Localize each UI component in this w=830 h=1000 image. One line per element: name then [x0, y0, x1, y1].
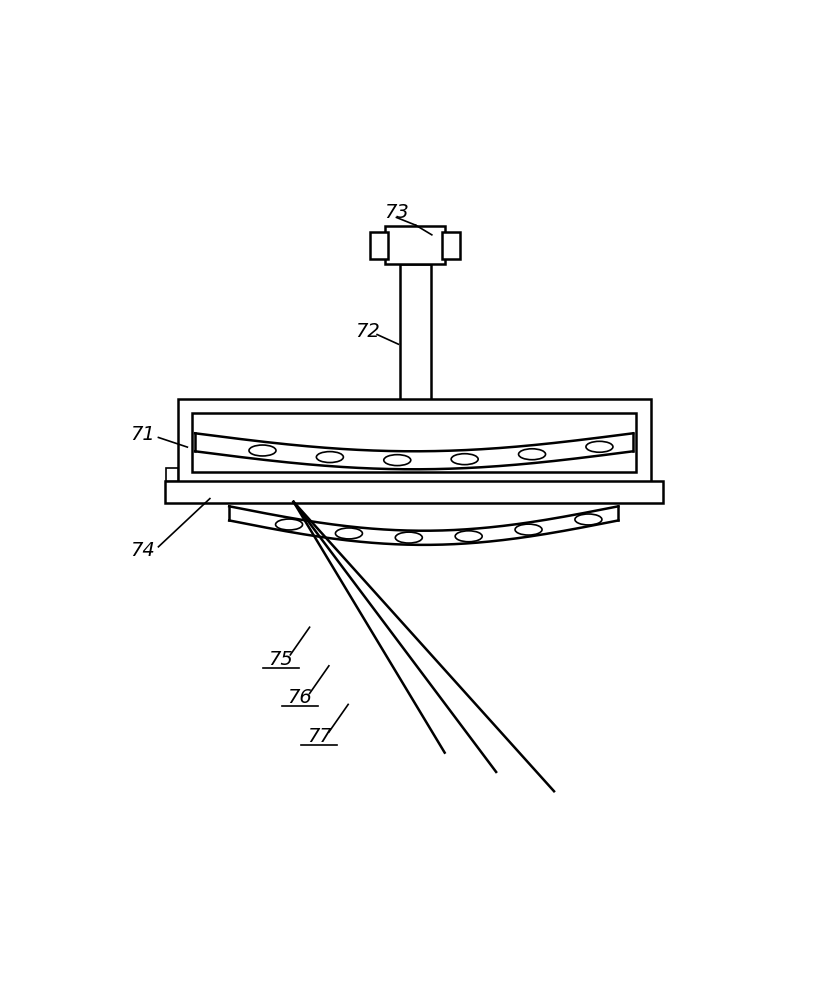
- FancyBboxPatch shape: [192, 413, 637, 472]
- Text: 75: 75: [268, 650, 293, 669]
- Ellipse shape: [515, 524, 542, 535]
- Ellipse shape: [575, 514, 602, 525]
- FancyBboxPatch shape: [178, 399, 651, 486]
- Ellipse shape: [395, 532, 422, 543]
- FancyBboxPatch shape: [385, 226, 445, 264]
- Text: 74: 74: [130, 541, 154, 560]
- FancyBboxPatch shape: [166, 468, 178, 481]
- FancyBboxPatch shape: [165, 481, 663, 503]
- Text: 76: 76: [287, 688, 312, 707]
- Ellipse shape: [276, 519, 303, 530]
- Ellipse shape: [586, 441, 613, 452]
- Ellipse shape: [455, 531, 482, 542]
- Text: 73: 73: [384, 203, 409, 222]
- FancyBboxPatch shape: [370, 232, 388, 259]
- Ellipse shape: [249, 445, 276, 456]
- Ellipse shape: [316, 452, 344, 463]
- Ellipse shape: [335, 528, 363, 539]
- Text: 71: 71: [130, 425, 154, 444]
- Ellipse shape: [519, 449, 545, 460]
- Text: 72: 72: [355, 322, 380, 341]
- FancyBboxPatch shape: [400, 264, 431, 444]
- Text: 77: 77: [307, 727, 332, 746]
- FancyBboxPatch shape: [442, 232, 460, 259]
- Ellipse shape: [452, 454, 478, 465]
- Ellipse shape: [383, 455, 411, 466]
